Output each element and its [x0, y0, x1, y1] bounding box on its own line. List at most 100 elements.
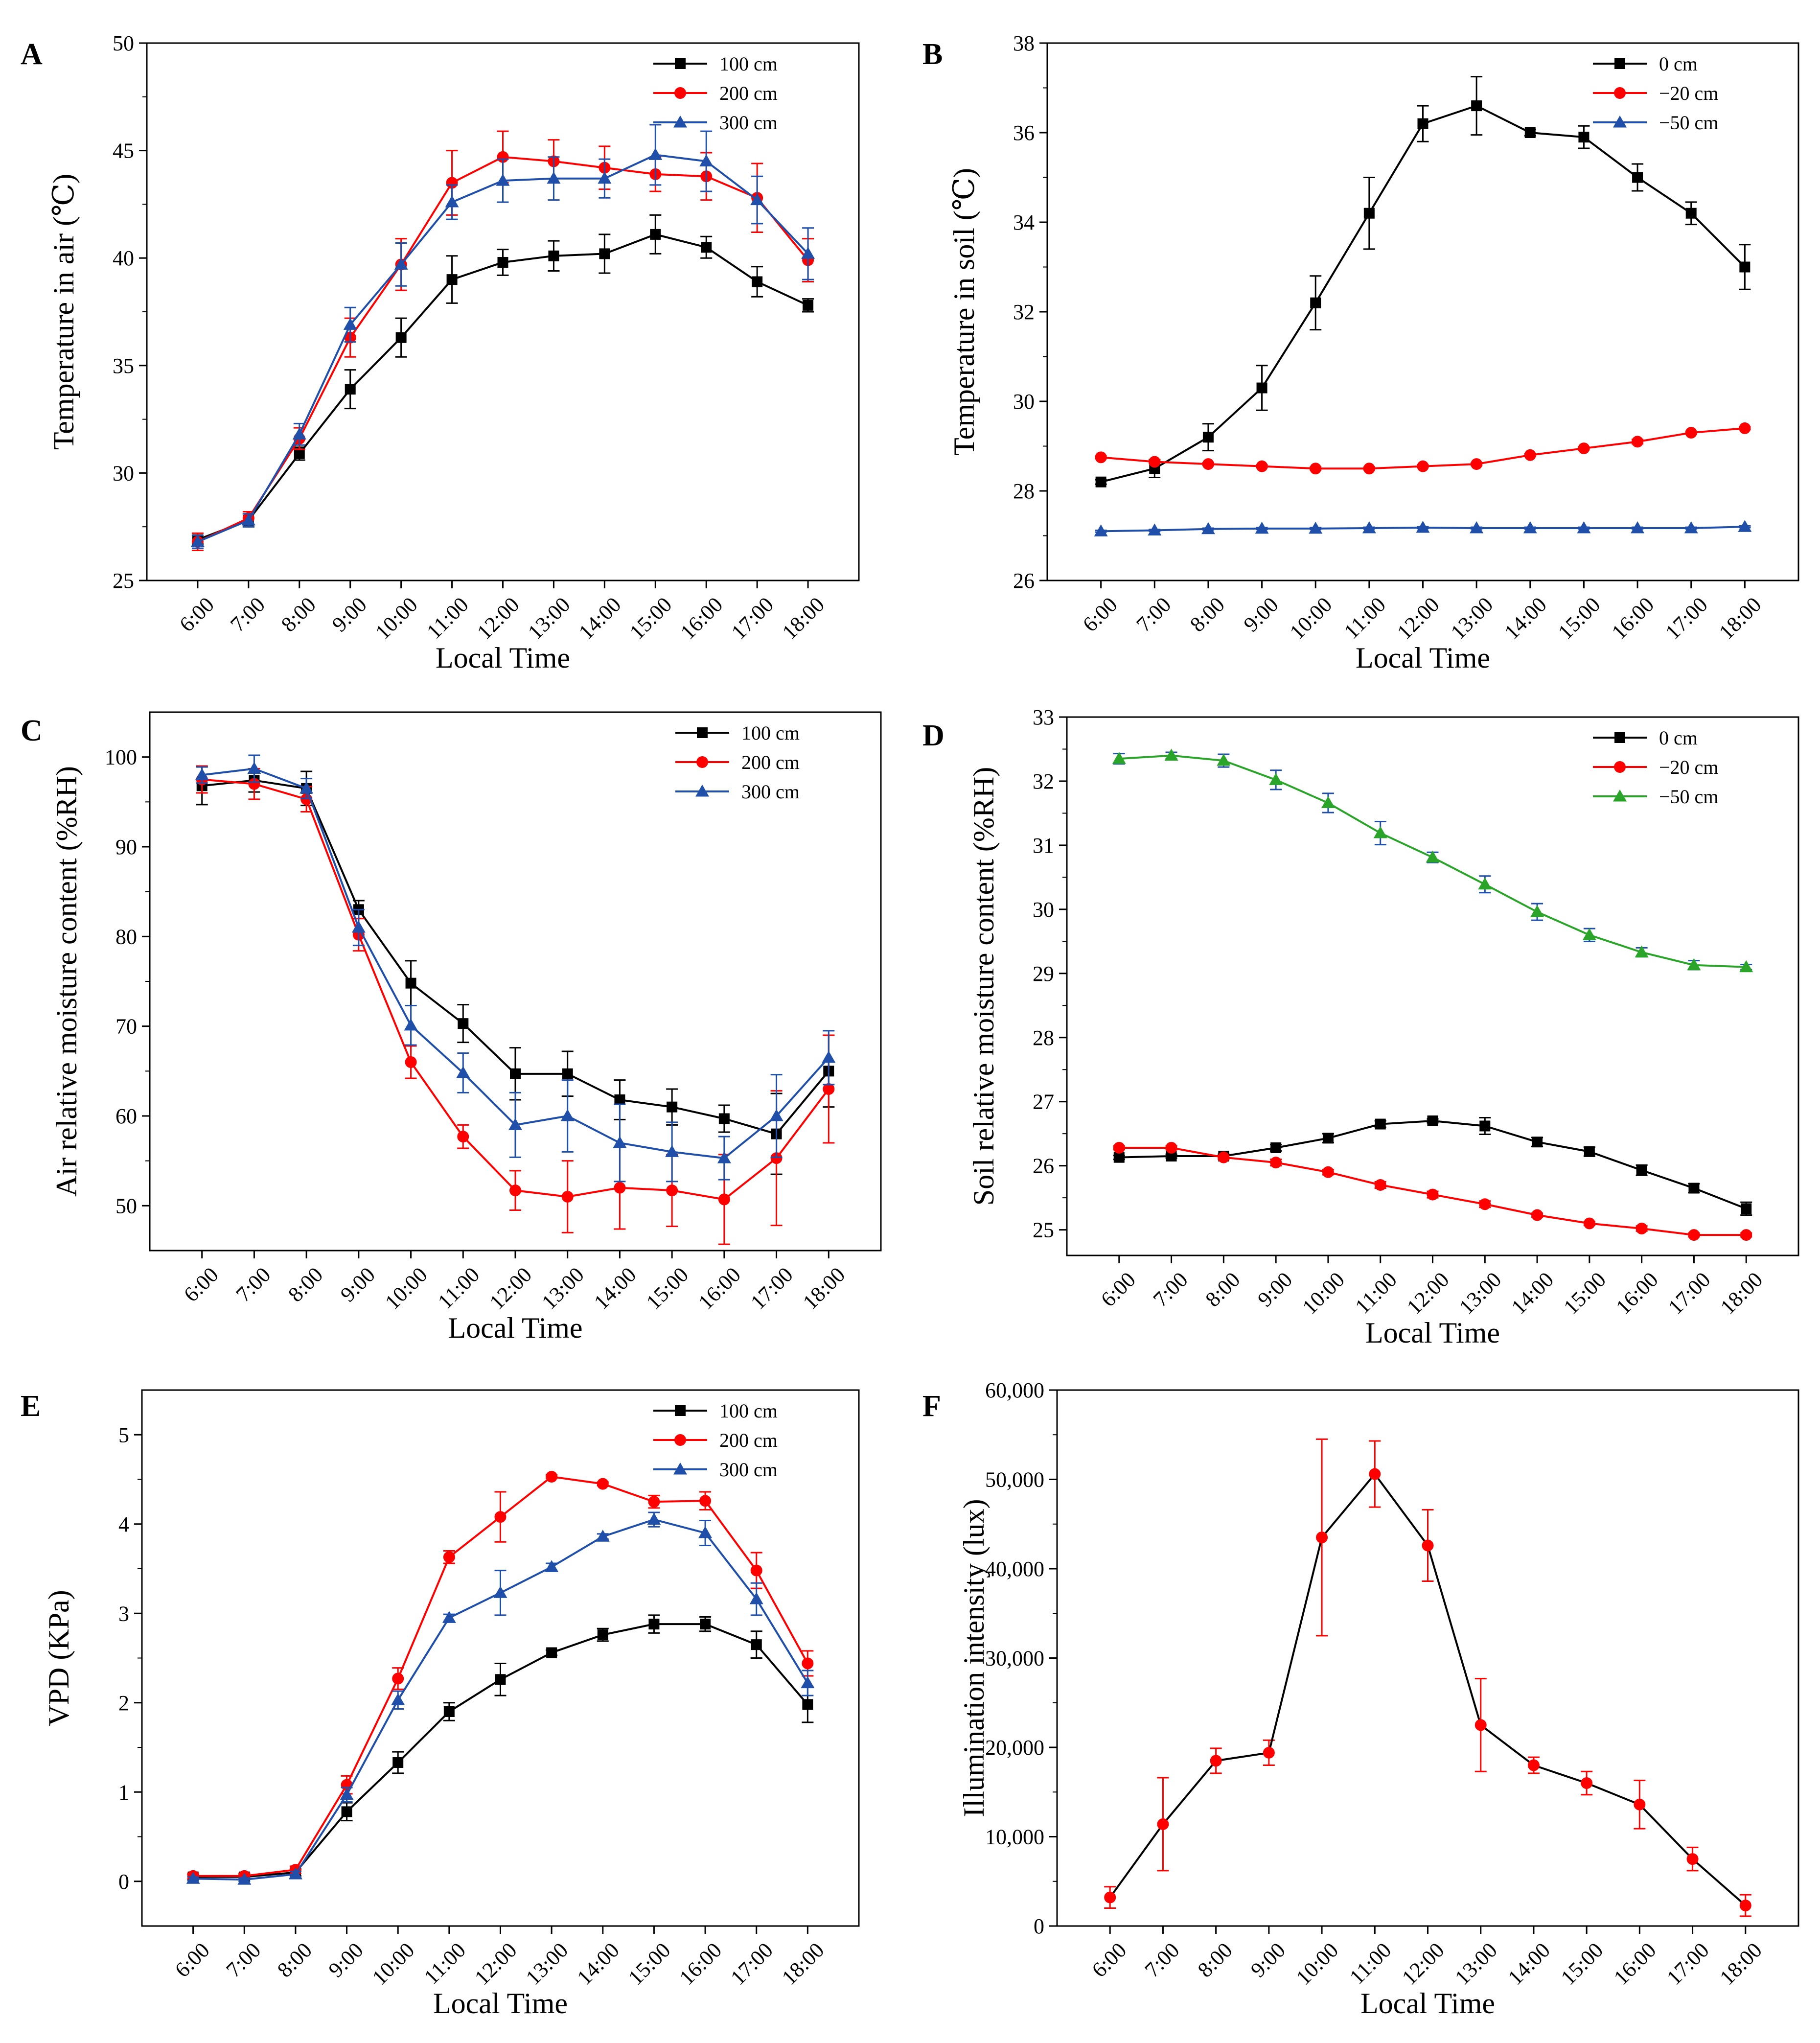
- y-tick-label: 3: [118, 1602, 129, 1625]
- x-tick-label: 16:00: [1607, 592, 1659, 644]
- x-tick-label: 9:00: [324, 1938, 368, 1982]
- data-point: [343, 318, 357, 330]
- x-tick-label: 15:00: [642, 1262, 693, 1314]
- legend: 0 cm −20 cm −50 cm: [1593, 53, 1718, 134]
- legend-marker: [1613, 789, 1627, 802]
- y-tick-label: 50: [113, 31, 134, 55]
- legend-label: −20 cm: [1659, 756, 1718, 778]
- x-tick-label: 17:00: [726, 1938, 778, 1990]
- data-point: [718, 1113, 730, 1124]
- y-tick-label: 90: [115, 835, 137, 859]
- y-tick-label: 60,000: [985, 1378, 1044, 1402]
- data-point: [1631, 521, 1645, 534]
- data-point: [1687, 958, 1701, 971]
- y-tick-label: 60: [115, 1104, 137, 1128]
- data-point: [751, 1639, 762, 1650]
- x-tick-label: 6:00: [1096, 1267, 1140, 1311]
- y-tick-label: 50,000: [985, 1468, 1044, 1492]
- data-point: [562, 1068, 573, 1079]
- data-point: [1095, 451, 1107, 464]
- y-axis-title: Temperature in soil (℃): [948, 168, 980, 456]
- data-point: [1738, 520, 1752, 532]
- data-point: [1104, 1891, 1116, 1904]
- data-point: [395, 332, 407, 343]
- series-line: [197, 156, 809, 543]
- data-point: [801, 247, 815, 259]
- x-tick-label: 16:00: [1609, 1938, 1661, 1990]
- data-point: [446, 177, 458, 189]
- data-point: [509, 1184, 521, 1197]
- data-point: [1218, 1151, 1230, 1163]
- legend: 100 cm 200 cm 300 cm: [653, 53, 778, 134]
- data-point: [341, 1806, 352, 1817]
- y-tick-label: 31: [1033, 834, 1054, 858]
- data-point: [1524, 449, 1536, 461]
- data-point: [446, 274, 458, 285]
- legend-label: 300 cm: [719, 112, 778, 134]
- x-axis-title: Local Time: [433, 1987, 568, 2020]
- data-point: [392, 1757, 404, 1768]
- y-tick-label: 27: [1033, 1090, 1054, 1114]
- x-tick-label: 8:00: [1201, 1267, 1245, 1311]
- x-tick-label: 6:00: [1078, 592, 1122, 636]
- data-point: [1578, 132, 1590, 143]
- x-tick-label: 6:00: [170, 1938, 214, 1982]
- data-point: [752, 276, 763, 287]
- legend-label: 100 cm: [719, 1400, 778, 1422]
- data-point: [294, 448, 305, 459]
- x-tick-label: 8:00: [1185, 592, 1229, 636]
- data-point: [614, 1182, 626, 1194]
- data-point: [1363, 463, 1375, 475]
- y-tick-label: 40,000: [985, 1557, 1044, 1581]
- y-axis-title: Temperature in air (℃): [47, 174, 80, 450]
- series-100-cm: [191, 214, 814, 545]
- x-tick-label: 6:00: [1087, 1938, 1131, 1982]
- legend-marker: [674, 1434, 686, 1446]
- data-point: [1632, 436, 1644, 448]
- y-tick-label: 25: [113, 569, 134, 593]
- data-point: [823, 1083, 835, 1095]
- data-point: [1322, 1166, 1334, 1178]
- legend-label: 200 cm: [719, 1429, 778, 1451]
- data-point: [190, 534, 205, 547]
- data-point: [1148, 523, 1162, 536]
- data-point: [1375, 1118, 1386, 1130]
- data-point: [1426, 850, 1440, 863]
- data-point: [237, 1873, 252, 1885]
- legend-marker: [674, 87, 686, 99]
- x-tick-label: 13:00: [523, 592, 575, 644]
- data-point: [596, 1530, 610, 1542]
- data-point: [405, 977, 416, 989]
- x-tick-label: 8:00: [276, 592, 321, 636]
- panel-letter: F: [922, 1390, 941, 1423]
- x-tick-label: 17:00: [746, 1262, 798, 1314]
- x-tick-label: 12:00: [485, 1262, 537, 1314]
- legend-label: 300 cm: [719, 1459, 778, 1481]
- x-tick-label: 9:00: [327, 592, 371, 636]
- data-point: [1739, 960, 1753, 973]
- data-point: [445, 195, 459, 208]
- data-point: [1427, 1115, 1438, 1126]
- data-point: [1684, 521, 1698, 534]
- data-point: [1369, 1468, 1381, 1480]
- legend-marker: [695, 785, 709, 797]
- x-tick-label: 8:00: [283, 1262, 327, 1306]
- data-point: [1471, 458, 1483, 470]
- series-300-cm: [190, 124, 815, 549]
- data-point: [750, 193, 764, 206]
- data-point: [1688, 1183, 1700, 1194]
- x-tick-label: 14:00: [572, 1938, 624, 1990]
- data-point: [648, 148, 663, 160]
- legend: 100 cm 200 cm 300 cm: [653, 1400, 778, 1481]
- data-point: [648, 1619, 660, 1630]
- x-tick-label: 13:00: [1446, 592, 1498, 644]
- data-point: [1210, 1755, 1222, 1767]
- data-point: [1685, 208, 1697, 219]
- x-tick-label: 11:00: [1345, 1938, 1396, 1989]
- data-point: [598, 171, 612, 184]
- y-tick-label: 35: [113, 354, 134, 378]
- y-tick-label: 28: [1013, 479, 1035, 503]
- data-point: [1577, 521, 1591, 534]
- data-point: [650, 229, 661, 240]
- y-tick-label: 0: [118, 1870, 129, 1894]
